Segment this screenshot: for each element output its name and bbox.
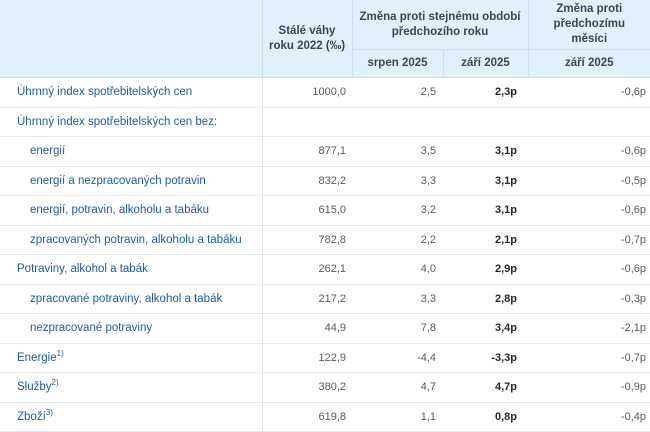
table-row: zpracovaných potravin, alkoholu a tabáku… <box>0 225 650 255</box>
weight-value: 619,8 <box>262 402 352 432</box>
aug-yoy-value: 1,1 <box>352 402 443 432</box>
row-label: energií, potravin, alkoholu a tabáku <box>0 195 263 226</box>
col-group-yoy: Změna proti stejnému období předchozího … <box>351 0 528 50</box>
row-label-text: nezpracované potraviny <box>30 322 153 335</box>
table-row: Služby2) 380,2 4,7 4,7p -0,9p <box>0 372 650 403</box>
sep-mom-value: -0,6p <box>528 136 650 167</box>
weight-value <box>262 107 352 137</box>
weight-value: 262,1 <box>262 254 352 285</box>
col-header-sep-2025-yoy: září 2025 <box>442 49 528 78</box>
table-row: Energie1) 122,9 -4,4 -3,3p -0,7p <box>0 343 650 373</box>
weight-value: 832,2 <box>262 166 352 196</box>
table-row: Zboží3) 619,8 1,1 0,8p -0,4p <box>0 402 650 432</box>
sep-mom-value: -0,7p <box>528 343 650 373</box>
table-row: energií, potravin, alkoholu a tabáku 615… <box>0 195 650 226</box>
header-sub-row: srpen 2025 září 2025 září 2025 <box>0 49 650 78</box>
sep-mom-value: -0,3p <box>528 284 650 314</box>
col-group-mom: Změna proti předchozímu měsíci <box>527 0 650 50</box>
row-label: energií <box>0 136 263 167</box>
sep-mom-value: -0,9p <box>528 372 650 403</box>
row-label-sup: 2) <box>51 378 59 388</box>
weight-value: 380,2 <box>262 372 352 403</box>
col-header-aug-2025: srpen 2025 <box>351 49 443 78</box>
corner-cell <box>0 0 262 78</box>
row-label-text: Služby <box>17 381 52 394</box>
sep-yoy-value <box>443 107 528 137</box>
sep-mom-value: -2,1p <box>528 313 650 344</box>
aug-yoy-value <box>352 107 443 137</box>
table-row: nezpracované potraviny 44,9 7,8 3,4p -2,… <box>0 313 650 344</box>
row-label-text: energií, potravin, alkoholu a tabáku <box>30 204 210 217</box>
row-label: zpracovaných potravin, alkoholu a tabáku <box>0 225 263 255</box>
aug-yoy-value: 7,8 <box>352 313 443 344</box>
table-row: zpracované potraviny, alkohol a tabák 21… <box>0 284 650 314</box>
aug-yoy-value: 4,0 <box>352 254 443 285</box>
row-label: zpracované potraviny, alkohol a tabák <box>0 284 263 314</box>
sep-mom-value: -0,6p <box>528 77 650 108</box>
row-label: Zboží3) <box>0 402 263 432</box>
row-label: nezpracované potraviny <box>0 313 263 344</box>
sep-mom-value: -0,6p <box>528 254 650 285</box>
col-header-sep-2025-mom: září 2025 <box>527 49 650 78</box>
table-header: Stálé váhy roku 2022 (‰) Změna proti ste… <box>0 0 650 78</box>
sep-yoy-value: 0,8p <box>443 402 528 432</box>
row-label-text: Energie <box>17 351 57 364</box>
sep-mom-value: -0,6p <box>528 195 650 226</box>
row-label-text: zpracovaných potravin, alkoholu a tabáku <box>30 233 242 246</box>
row-label-text: Úhrnný index spotřebitelských cen bez: <box>17 115 218 128</box>
aug-yoy-value: 2,5 <box>352 77 443 108</box>
weight-value: 877,1 <box>262 136 352 167</box>
sep-yoy-value: 3,4p <box>443 313 528 344</box>
sep-yoy-value: -3,3p <box>443 343 528 373</box>
row-label: Úhrnný index spotřebitelských cen <box>0 77 263 108</box>
sep-yoy-value: 2,3p <box>443 77 528 108</box>
sep-yoy-value: 2,8p <box>443 284 528 314</box>
row-label: Služby2) <box>0 372 263 403</box>
row-label: Potraviny, alkohol a tabák <box>0 254 263 285</box>
sep-yoy-value: 2,1p <box>443 225 528 255</box>
aug-yoy-value: 2,2 <box>352 225 443 255</box>
table-row: Úhrnný index spotřebitelských cen 1000,0… <box>0 77 650 108</box>
weight-value: 615,0 <box>262 195 352 226</box>
aug-yoy-value: 3,5 <box>352 136 443 167</box>
col-header-weights: Stálé váhy roku 2022 (‰) <box>261 0 352 78</box>
aug-yoy-value: 3,3 <box>352 166 443 196</box>
row-label: energií a nezpracovaných potravin <box>0 166 263 196</box>
aug-yoy-value: 3,3 <box>352 284 443 314</box>
weight-value: 44,9 <box>262 313 352 344</box>
sep-mom-value: -0,5p <box>528 166 650 196</box>
table-body: Úhrnný index spotřebitelských cen 1000,0… <box>0 77 650 432</box>
sep-mom-value: -0,4p <box>528 402 650 432</box>
aug-yoy-value: -4,4 <box>352 343 443 373</box>
row-label-text: Potraviny, alkohol a tabák <box>17 263 148 276</box>
row-label-text: energií a nezpracovaných potravin <box>30 174 206 187</box>
table-row: Potraviny, alkohol a tabák 262,1 4,0 2,9… <box>0 254 650 285</box>
row-label-text: zpracované potraviny, alkohol a tabák <box>30 292 223 305</box>
sep-yoy-value: 3,1p <box>443 136 528 167</box>
sep-mom-value: -0,7p <box>528 225 650 255</box>
weight-value: 1000,0 <box>262 77 352 108</box>
row-label: Úhrnný index spotřebitelských cen bez: <box>0 107 263 137</box>
row-label: Energie1) <box>0 343 263 373</box>
table-row: energií 877,1 3,5 3,1p -0,6p <box>0 136 650 167</box>
aug-yoy-value: 3,2 <box>352 195 443 226</box>
sep-yoy-value: 3,1p <box>443 166 528 196</box>
row-label-text: Úhrnný index spotřebitelských cen <box>17 86 193 99</box>
sep-yoy-value: 2,9p <box>443 254 528 285</box>
row-label-text: Zboží <box>17 410 46 423</box>
weight-value: 782,8 <box>262 225 352 255</box>
aug-yoy-value: 4,7 <box>352 372 443 403</box>
weight-value: 122,9 <box>262 343 352 373</box>
header-group-row: Stálé váhy roku 2022 (‰) Změna proti ste… <box>0 0 650 78</box>
row-label-text: energií <box>30 145 66 158</box>
sep-yoy-value: 3,1p <box>443 195 528 226</box>
row-label-sup: 3) <box>45 407 53 417</box>
row-label-sup: 1) <box>56 348 64 358</box>
sep-mom-value <box>528 107 650 137</box>
weight-value: 217,2 <box>262 284 352 314</box>
sep-yoy-value: 4,7p <box>443 372 528 403</box>
table-row: energií a nezpracovaných potravin 832,2 … <box>0 166 650 196</box>
table-row: Úhrnný index spotřebitelských cen bez: <box>0 107 650 137</box>
